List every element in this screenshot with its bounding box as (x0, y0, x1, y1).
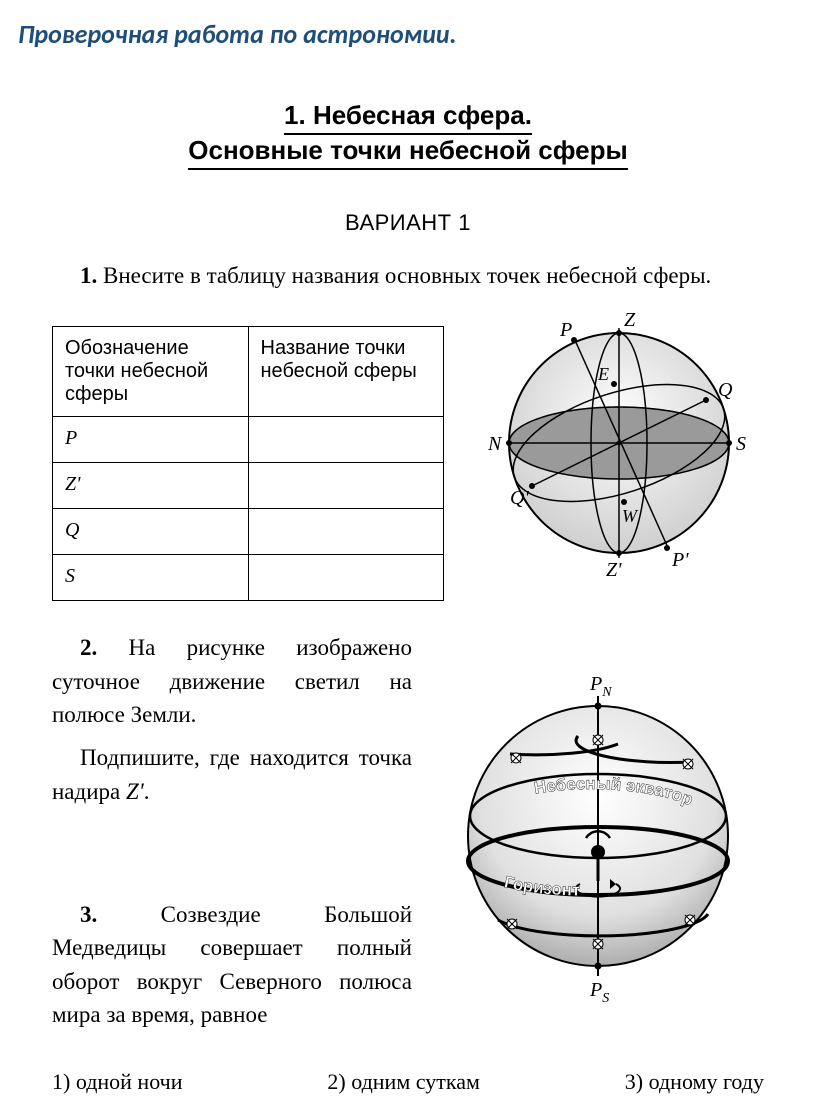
q1-number: 1. (80, 263, 97, 288)
svg-text:PS: PS (589, 979, 609, 1006)
table-cell-name[interactable] (248, 509, 444, 555)
label-Q: Q (718, 379, 733, 401)
answer-option-3[interactable]: 3) одному году (625, 1069, 764, 1095)
question-2-block: 2. На рисунке изображено суточное движен… (0, 631, 816, 1041)
question-1: 1. Внесите в таблицу названия основных т… (0, 260, 816, 292)
q3-text: Созвездие Большой Медведицы совершает по… (52, 902, 412, 1027)
table-cell-symbol: S (53, 555, 249, 601)
q2-p2b: Z' (126, 779, 144, 804)
answer-option-2[interactable]: 2) одним суткам (327, 1069, 480, 1095)
svg-text:PN: PN (589, 673, 612, 700)
q3-answers: 1) одной ночи 2) одним суткам 3) одному … (0, 1069, 816, 1095)
table-cell-symbol: Q (53, 509, 249, 555)
celestial-sphere-diagram: Z P E Q S P' Z' Q' W N (474, 298, 764, 588)
q2-p1: На рисунке изображено суточное движение … (52, 635, 412, 727)
daily-motion-diagram: PN PS Небесный экватор Горизонт (432, 631, 764, 1041)
q2-text: 2. На рисунке изображено суточное движен… (52, 631, 412, 1041)
label-PS: P (589, 979, 602, 1001)
section-heading: 1. Небесная сфера. Основные точки небесн… (0, 100, 816, 170)
label-PN: P (589, 673, 602, 695)
table-cell-name[interactable] (248, 417, 444, 463)
label-N: N (487, 433, 503, 455)
heading-line-1: 1. Небесная сфера. (284, 100, 532, 135)
question-3: 3. Созвездие Большой Медведицы совершает… (52, 898, 412, 1031)
q2-p2a: Подпишите, где находится точка надира (52, 745, 412, 803)
answer-option-1[interactable]: 1) одной ночи (52, 1069, 182, 1095)
label-E: E (597, 364, 609, 384)
label-PS-sub: S (602, 991, 609, 1006)
q1-content-row: Обозначение точки небесной сферы Названи… (0, 298, 816, 601)
q2-number: 2. (80, 635, 97, 660)
table-header-col1: Обозначение точки небесной сферы (53, 327, 249, 417)
points-table: Обозначение точки небесной сферы Названи… (52, 326, 444, 601)
table-row: P (53, 417, 444, 463)
label-Zp: Z' (606, 559, 622, 581)
table-header-row: Обозначение точки небесной сферы Названи… (53, 327, 444, 417)
q1-text: Внесите в таблицу названия основных точе… (97, 263, 711, 288)
label-S: S (736, 433, 746, 455)
label-Z: Z (624, 309, 636, 331)
label-P: P (559, 319, 572, 341)
table-cell-symbol: Z' (53, 463, 249, 509)
heading-line-2: Основные точки небесной сферы (188, 135, 627, 170)
q3-number: 3. (80, 902, 97, 927)
table-row: Q (53, 509, 444, 555)
sphere-svg-1: Z P E Q S P' Z' Q' W N (474, 298, 764, 588)
q2-p2c: . (144, 779, 150, 804)
variant-label: ВАРИАНТ 1 (0, 210, 816, 236)
table-cell-name[interactable] (248, 555, 444, 601)
table-row: Z' (53, 463, 444, 509)
table-row: S (53, 555, 444, 601)
label-W: W (622, 506, 639, 526)
sphere-svg-2: PN PS Небесный экватор Горизонт (438, 666, 758, 1006)
label-PN-sub: N (601, 685, 612, 700)
table-cell-symbol: P (53, 417, 249, 463)
label-Qp: Q' (510, 487, 529, 509)
table-cell-name[interactable] (248, 463, 444, 509)
table-header-col2: Название точки небесной сферы (248, 327, 444, 417)
label-Pp: P' (671, 549, 689, 571)
page-title: Проверочная работа по астрономии. (0, 0, 816, 50)
